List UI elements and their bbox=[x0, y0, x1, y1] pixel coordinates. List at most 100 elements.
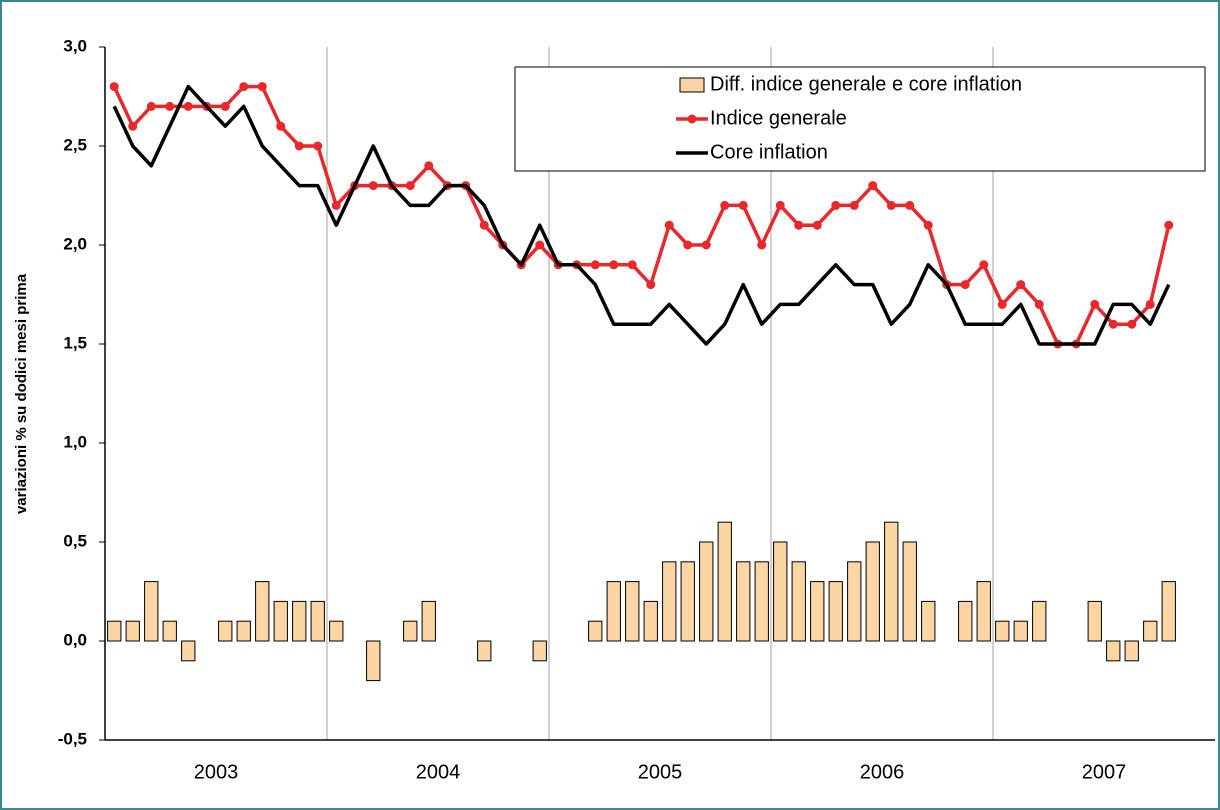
marker bbox=[923, 220, 933, 230]
bar bbox=[865, 541, 880, 642]
y-tick-label: -0,5 bbox=[58, 729, 87, 748]
bar bbox=[236, 620, 251, 642]
marker bbox=[812, 220, 822, 230]
marker bbox=[720, 200, 730, 210]
marker bbox=[313, 141, 323, 151]
bar bbox=[828, 581, 843, 642]
marker bbox=[1034, 299, 1044, 309]
marker bbox=[239, 82, 249, 92]
bar bbox=[995, 620, 1010, 642]
bar bbox=[273, 600, 288, 642]
bar bbox=[847, 561, 862, 642]
bar bbox=[292, 600, 307, 642]
marker bbox=[257, 82, 267, 92]
marker bbox=[276, 121, 286, 131]
marker bbox=[627, 260, 637, 270]
marker bbox=[128, 121, 138, 131]
marker bbox=[368, 181, 378, 191]
bar bbox=[606, 581, 621, 642]
bar bbox=[680, 561, 695, 642]
marker bbox=[331, 200, 341, 210]
bar bbox=[329, 620, 344, 642]
marker bbox=[701, 240, 711, 250]
y-tick-label: 3,0 bbox=[63, 36, 87, 55]
marker bbox=[1127, 319, 1137, 329]
bar bbox=[699, 541, 714, 642]
bar bbox=[921, 600, 936, 642]
bar bbox=[1143, 620, 1158, 642]
marker bbox=[997, 299, 1007, 309]
bar bbox=[736, 561, 751, 642]
legend-swatch bbox=[679, 77, 705, 93]
bar bbox=[1032, 600, 1047, 642]
marker bbox=[1016, 280, 1026, 290]
marker bbox=[1145, 299, 1155, 309]
y-tick-label: 1,0 bbox=[63, 432, 87, 451]
y-tick-label: 0,5 bbox=[63, 531, 87, 550]
bar bbox=[1124, 640, 1139, 662]
bar bbox=[754, 561, 769, 642]
bar bbox=[958, 600, 973, 642]
bar bbox=[144, 581, 159, 642]
x-group-label: 2004 bbox=[416, 761, 461, 783]
bar bbox=[310, 600, 325, 642]
bar bbox=[162, 620, 177, 642]
bar bbox=[125, 620, 140, 642]
bar bbox=[366, 640, 381, 682]
bar bbox=[717, 521, 732, 642]
legend-label: Indice generale bbox=[710, 107, 847, 129]
marker bbox=[960, 280, 970, 290]
marker bbox=[886, 200, 896, 210]
marker bbox=[1164, 220, 1174, 230]
bar bbox=[1161, 581, 1176, 642]
bar bbox=[1013, 620, 1028, 642]
marker bbox=[849, 200, 859, 210]
marker bbox=[109, 82, 119, 92]
bar bbox=[588, 620, 603, 642]
bar bbox=[976, 581, 991, 642]
marker bbox=[1108, 319, 1118, 329]
marker bbox=[165, 101, 175, 111]
bar bbox=[810, 581, 825, 642]
marker bbox=[294, 141, 304, 151]
marker bbox=[424, 161, 434, 171]
legend-box bbox=[514, 66, 1206, 172]
marker bbox=[664, 220, 674, 230]
bar bbox=[255, 581, 270, 642]
marker bbox=[979, 260, 989, 270]
bar bbox=[1106, 640, 1121, 662]
marker bbox=[183, 101, 193, 111]
x-group-label: 2006 bbox=[860, 761, 905, 783]
bar bbox=[181, 640, 196, 662]
marker bbox=[220, 101, 230, 111]
x-group-label: 2007 bbox=[1082, 761, 1127, 783]
marker bbox=[405, 181, 415, 191]
y-axis-label: variazioni % su dodici mesi prima bbox=[13, 273, 30, 514]
marker bbox=[738, 200, 748, 210]
bar bbox=[625, 581, 640, 642]
marker bbox=[590, 260, 600, 270]
x-group-label: 2003 bbox=[194, 761, 239, 783]
marker bbox=[146, 101, 156, 111]
bar bbox=[773, 541, 788, 642]
marker bbox=[905, 200, 915, 210]
marker bbox=[609, 260, 619, 270]
y-tick-label: 2,0 bbox=[63, 234, 87, 253]
line bbox=[112, 84, 1171, 346]
bar bbox=[643, 600, 658, 642]
marker bbox=[831, 200, 841, 210]
marker bbox=[775, 200, 785, 210]
bar bbox=[421, 600, 436, 642]
marker bbox=[1090, 299, 1100, 309]
bar bbox=[532, 640, 547, 662]
bar bbox=[107, 620, 122, 642]
y-tick-label: 0,0 bbox=[63, 630, 87, 649]
marker bbox=[535, 240, 545, 250]
bar bbox=[218, 620, 233, 642]
bar bbox=[884, 521, 899, 642]
legend-label: Diff. indice generale e core inflation bbox=[710, 73, 1022, 95]
marker bbox=[868, 181, 878, 191]
bar bbox=[791, 561, 806, 642]
bar bbox=[403, 620, 418, 642]
